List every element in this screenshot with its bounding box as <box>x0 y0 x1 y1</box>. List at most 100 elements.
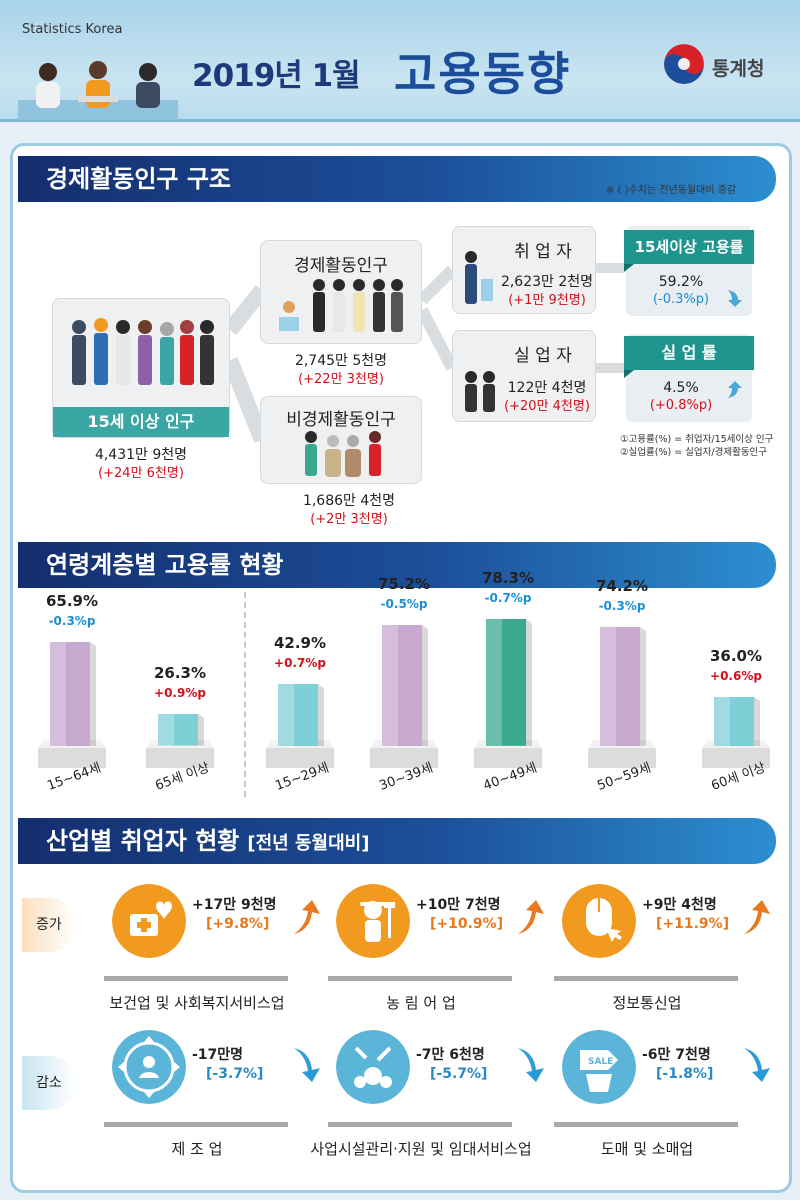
industry-change-value: -17만명 <box>192 1047 244 1063</box>
down-arrow-icon <box>728 290 742 307</box>
bar <box>486 619 532 746</box>
industry-change-pct: [+9.8%] <box>206 916 270 932</box>
bar-change-label: +0.9%p <box>154 686 206 701</box>
industry-change-pct: [-3.7%] <box>206 1066 264 1082</box>
legend-employment: ①고용률(%) = 취업자/15세이상 인구 <box>620 434 774 445</box>
report-title: 고용동향 <box>394 47 572 101</box>
inactive-people-icon <box>305 431 381 477</box>
up-arrow-icon <box>728 381 742 398</box>
unemployed-box: 실 업 자 122만 4천명 (+20만 4천명) <box>452 330 596 422</box>
bar <box>158 714 204 746</box>
up-trend-arrow-icon <box>294 900 320 934</box>
org-en-label: Statistics Korea <box>22 22 123 37</box>
bar-value-label: 42.9% <box>273 634 327 653</box>
population-change: (+24만 6천명) <box>98 466 184 481</box>
down-trend-arrow-icon <box>744 1048 770 1082</box>
down-trend-arrow-icon <box>518 1048 544 1082</box>
population-box: 15세 이상 인구 <box>52 298 230 438</box>
inactive-label: 비경제활동인구 <box>286 410 396 430</box>
unemployed-change: (+20만 4천명) <box>504 399 590 414</box>
workers-icon <box>279 279 403 332</box>
bar-value-label: 65.9% <box>45 591 99 610</box>
down-trend-arrow-icon <box>294 1048 320 1082</box>
rate-legend: ①고용률(%) = 취업자/15세이상 인구 ②실업률(%) = 실업자/경제활… <box>620 433 773 459</box>
sale-tag-icon: SALE <box>562 1030 636 1104</box>
bar <box>600 626 646 746</box>
bar <box>278 684 324 746</box>
bar <box>714 696 760 746</box>
industry-change-value: +10만 7천명 <box>416 897 501 913</box>
employed-worker-icon <box>465 251 493 304</box>
employment-rate-label: 15세이상 고용률 <box>624 230 754 272</box>
unemployed-people-icon <box>465 371 495 412</box>
industry-change-pct: [+11.9%] <box>656 916 730 932</box>
industry-underline <box>554 976 738 981</box>
industry-name: 제 조 업 <box>171 1140 223 1158</box>
logo-text: 통계청 <box>712 58 765 80</box>
active-label: 경제활동인구 <box>294 256 388 276</box>
inactive-box: 비경제활동인구 <box>260 396 422 484</box>
bar-change-label: -0.3%p <box>598 598 646 613</box>
section-title-text: 경제활동인구 구조 <box>46 165 231 193</box>
industry-change-value: +17만 9천명 <box>192 897 277 913</box>
industry-underline <box>328 1122 512 1127</box>
crowd-icon <box>72 318 214 385</box>
decrease-label: 감소 <box>22 1056 76 1110</box>
section-title-industry: 산업별 취업자 현황 [전년 동월대비] <box>18 818 776 864</box>
inactive-change: (+2만 3천명) <box>310 512 388 527</box>
industry-underline <box>104 1122 288 1127</box>
industry-name: 보건업 및 사회복지서비스업 <box>109 994 285 1012</box>
industry-change-value: -7만 6천명 <box>416 1047 485 1063</box>
chart-divider <box>244 592 246 797</box>
increase-label: 증가 <box>22 898 76 952</box>
industry-underline <box>328 976 512 981</box>
header: Statistics Korea 2019년 1월 고용동향 통계청 <box>0 0 800 122</box>
facility-service-icon <box>336 1030 410 1104</box>
employed-change: (+1만 9천명) <box>508 293 586 308</box>
statistics-korea-logo-icon <box>664 44 704 84</box>
bar <box>50 641 96 746</box>
industry-change-value: -6만 7천명 <box>642 1047 711 1063</box>
employed-value: 2,623만 2천명 <box>500 274 594 290</box>
bar-value-label: 75.2% <box>377 574 431 593</box>
active-value: 2,745만 5천명 <box>294 353 388 369</box>
section-title-text: 연령계층별 고용률 현황 <box>46 551 284 579</box>
unemployment-rate-label: 실 업 률 <box>624 336 754 378</box>
active-change: (+22만 3천명) <box>298 372 384 387</box>
bar-value-label: 26.3% <box>153 664 207 683</box>
employment-rate-card: 15세이상 고용률 59.2% (-0.3%p) <box>624 226 754 316</box>
up-trend-arrow-icon <box>744 900 770 934</box>
employed-box: 취 업 자 2,623만 2천명 (+1만 9천명) <box>452 226 596 314</box>
report-date: 2019년 1월 <box>192 58 361 94</box>
industry-name: 사업시설관리·지원 및 임대서비스업 <box>310 1140 532 1158</box>
change-note: ※ ( )수치는 전년동월대비 증감 <box>606 185 737 196</box>
bar <box>382 624 428 746</box>
industry-name: 도매 및 소매업 <box>600 1140 694 1158</box>
industry-change-pct: [+10.9%] <box>430 916 504 932</box>
unemployed-value: 122만 4천명 <box>507 380 587 396</box>
up-trend-arrow-icon <box>518 900 544 934</box>
mouse-click-icon <box>562 884 636 958</box>
section-subtitle: [전년 동월대비] <box>247 833 370 854</box>
unemployment-rate-card: 실 업 률 4.5% (+0.8%p) <box>624 334 754 422</box>
bar-change-label: -0.5%p <box>380 596 428 611</box>
employed-label: 취 업 자 <box>514 242 572 262</box>
unemployment-rate-value: 4.5% <box>663 380 699 396</box>
bar-change-label: -0.3%p <box>48 613 96 628</box>
bar-change-label: -0.7%p <box>484 591 532 606</box>
active-box: 경제활동인구 <box>260 240 422 344</box>
industry-change-pct: [-1.8%] <box>656 1066 714 1082</box>
section-title-structure: 경제활동인구 구조 <box>18 156 776 202</box>
bar-change-label: +0.7%p <box>274 656 326 671</box>
bar-value-label: 78.3% <box>481 569 535 588</box>
employment-rate-change: (-0.3%p) <box>652 292 710 307</box>
unemployment-rate-change: (+0.8%p) <box>649 398 713 413</box>
unemployed-label: 실 업 자 <box>514 346 572 366</box>
farmer-icon <box>336 884 410 958</box>
industry-underline <box>104 976 288 981</box>
manufacturing-icon <box>112 1030 186 1104</box>
employment-rate-value: 59.2% <box>658 274 704 290</box>
legend-unemployment: ②실업률(%) = 실업자/경제활동인구 <box>620 447 768 458</box>
inactive-value: 1,686만 4천명 <box>302 493 396 509</box>
industry-underline <box>554 1122 738 1127</box>
